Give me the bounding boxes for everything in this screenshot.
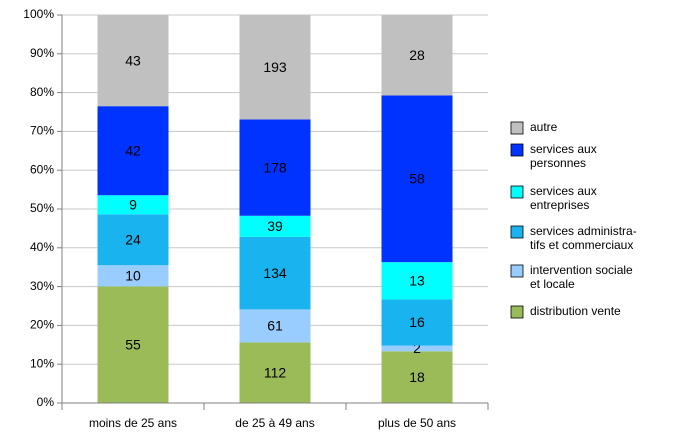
data-label: 28 <box>409 47 425 63</box>
data-label: 193 <box>263 59 287 75</box>
data-label: 2 <box>413 340 421 356</box>
bar-segment <box>239 215 311 237</box>
bar-segment <box>239 309 311 343</box>
legend-label: distribution vente <box>530 304 621 318</box>
legend-swatch <box>510 121 524 135</box>
y-tick-label: 50% <box>30 201 54 215</box>
data-label: 13 <box>409 273 425 289</box>
bar-segment <box>97 286 169 403</box>
data-label: 39 <box>267 218 283 234</box>
bar-segment <box>97 265 169 287</box>
y-tick-label: 80% <box>30 85 54 99</box>
data-label: 134 <box>263 265 287 281</box>
y-tick-label: 30% <box>30 279 54 293</box>
y-tick-label: 90% <box>30 46 54 60</box>
legend-swatch <box>510 185 524 199</box>
data-label: 61 <box>267 318 283 334</box>
legend-label: services aux personnes <box>530 142 597 170</box>
bar-segment <box>97 15 169 107</box>
bar-segment <box>97 195 169 215</box>
legend-swatch <box>510 305 524 319</box>
x-tick-label: moins de 25 ans <box>89 416 177 430</box>
x-tick-label: plus de 50 ans <box>378 416 456 430</box>
bar-segment <box>97 106 169 196</box>
bar-segment <box>239 236 311 310</box>
legend-swatch <box>510 225 524 239</box>
bar-segment <box>381 351 453 403</box>
y-tick-label: 40% <box>30 240 54 254</box>
data-label: 43 <box>125 52 141 68</box>
legend-label: autre <box>530 120 558 134</box>
data-label: 42 <box>125 142 141 158</box>
y-tick-label: 100% <box>23 7 54 21</box>
data-label: 55 <box>125 336 141 352</box>
data-label: 16 <box>409 314 425 330</box>
bar-segment <box>239 342 311 403</box>
legend-label: intervention sociale et locale <box>530 263 633 291</box>
legend-swatch <box>510 143 524 157</box>
y-tick-label: 20% <box>30 318 54 332</box>
y-tick-label: 0% <box>37 395 55 409</box>
bar-segment <box>239 15 311 120</box>
y-tick-label: 60% <box>30 162 54 176</box>
bar-segment <box>381 15 453 96</box>
data-label: 24 <box>125 231 141 247</box>
legend-label: services aux entreprises <box>530 184 597 212</box>
bar-segment <box>381 299 453 346</box>
bar-segment <box>97 214 169 266</box>
bar-segment <box>381 345 453 352</box>
bar-segment <box>239 119 311 216</box>
data-label: 178 <box>263 159 287 175</box>
y-tick-label: 70% <box>30 124 54 138</box>
bar-segment <box>381 262 453 300</box>
x-tick-label: de 25 à 49 ans <box>235 416 314 430</box>
y-tick-label: 10% <box>30 356 54 370</box>
data-label: 18 <box>409 369 425 385</box>
data-label: 10 <box>125 267 141 283</box>
data-label: 58 <box>409 171 425 187</box>
bar-segment <box>381 95 453 263</box>
legend-label: services administra-tifs et commerciaux <box>530 224 637 252</box>
data-label: 9 <box>129 196 137 212</box>
legend-swatch <box>510 264 524 278</box>
data-label: 112 <box>264 364 287 380</box>
